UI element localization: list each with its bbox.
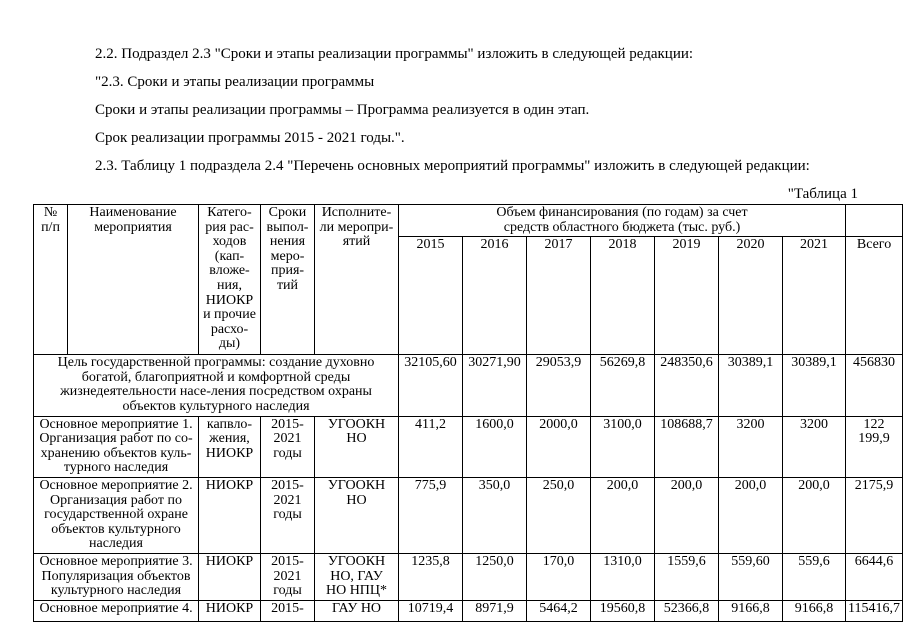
value-cell: 1559,6	[654, 552, 719, 601]
value-cell: 350,0	[462, 476, 527, 554]
header-row-top: № п/п Наименование мероприятия Катего- р…	[33, 203, 904, 356]
cell-category: капвло- жения, НИОКР	[198, 415, 261, 478]
goal-row: Цель государственной программы: создание…	[33, 354, 904, 417]
cell-measure-name: Основное мероприятие 4.	[33, 599, 199, 622]
value-cell: 170,0	[526, 552, 591, 601]
value-cell: 30271,90	[462, 354, 527, 417]
header-cell-category: Катего- рия рас- ходов (кап- вложе- ния,…	[198, 203, 261, 356]
value-cell: 1310,0	[590, 552, 655, 601]
value-cell: 108688,7	[654, 415, 719, 478]
value-cell: 250,0	[526, 476, 591, 554]
header-cell-name: Наименование мероприятия	[67, 203, 199, 356]
header-cell-finance-span: Объем финансирования (по годам) за счет …	[397, 203, 847, 238]
paragraph: Сроки и этапы реализации программы – Про…	[95, 102, 590, 118]
table-row: Основное мероприятие 4. НИОКР 2015- ГАУ …	[33, 599, 904, 622]
header-cell-num: № п/п	[33, 203, 68, 356]
value-cell: 200,0	[718, 476, 783, 554]
value-cell: 248350,6	[654, 354, 719, 417]
header-cell-total: Всего	[845, 236, 904, 356]
cell-category: НИОКР	[198, 552, 261, 601]
cell-terms: 2015- 2021 годы	[260, 552, 315, 601]
header-cell-terms: Сроки выпол- нения меро- прия- тий	[260, 203, 315, 356]
cell-category: НИОКР	[198, 476, 261, 554]
value-cell: 30389,1	[781, 354, 847, 417]
header-cell-year: 2020	[718, 236, 783, 356]
table-row: Основное мероприятие 1. Организация рабо…	[33, 415, 904, 478]
cell-terms: 2015- 2021 годы	[260, 415, 315, 478]
value-cell: 9166,8	[718, 599, 783, 622]
value-cell: 200,0	[781, 476, 847, 554]
cell-executors: УГООКН НО	[314, 415, 399, 478]
value-cell: 2000,0	[526, 415, 591, 478]
value-cell: 1250,0	[462, 552, 527, 601]
value-cell: 1235,8	[398, 552, 463, 601]
value-cell: 52366,8	[654, 599, 719, 622]
value-cell: 3100,0	[590, 415, 655, 478]
cell-category: НИОКР	[198, 599, 261, 622]
paragraph: "2.3. Сроки и этапы реализации программы	[95, 74, 375, 90]
cell-executors: УГООКН НО, ГАУ НО НПЦ*	[314, 552, 399, 601]
value-cell: 775,9	[398, 476, 463, 554]
value-cell: 29053,9	[526, 354, 591, 417]
header-cell-year: 2017	[526, 236, 591, 356]
cell-measure-name: Основное мероприятие 1. Организация рабо…	[33, 415, 199, 478]
value-cell: 115416,7	[845, 599, 904, 622]
value-cell: 3200	[718, 415, 783, 478]
value-cell: 30389,1	[718, 354, 783, 417]
paragraph: 2.3. Таблицу 1 подраздела 2.4 "Перечень …	[95, 158, 810, 174]
paragraph: 2.2. Подраздел 2.3 "Сроки и этапы реализ…	[95, 46, 694, 62]
value-cell: 200,0	[654, 476, 719, 554]
cell-measure-name: Основное мероприятие 3. Популяризация об…	[33, 552, 199, 601]
value-cell: 1600,0	[462, 415, 527, 478]
value-cell: 19560,8	[590, 599, 655, 622]
document-page: 2.2. Подраздел 2.3 "Сроки и этапы реализ…	[33, 46, 904, 622]
cell-terms: 2015-	[260, 599, 315, 622]
value-cell: 2175,9	[845, 476, 904, 554]
header-cell-year: 2016	[462, 236, 527, 356]
value-cell: 56269,8	[590, 354, 655, 417]
paragraph: Срок реализации программы 2015 - 2021 го…	[95, 130, 405, 146]
value-cell: 5464,2	[526, 599, 591, 622]
header-cell-year: 2019	[654, 236, 719, 356]
table-caption: "Таблица 1	[787, 186, 858, 202]
value-cell: 10719,4	[398, 599, 463, 622]
value-cell: 456830	[845, 354, 904, 417]
cell-executors: УГООКН НО	[314, 476, 399, 554]
table-row: Основное мероприятие 3. Популяризация об…	[33, 552, 904, 601]
header-cell-year: 2021	[781, 236, 847, 356]
header-cell-executors: Исполните- ли меропри- ятий	[314, 203, 399, 356]
value-cell: 200,0	[590, 476, 655, 554]
value-cell: 411,2	[398, 415, 463, 478]
value-cell: 6644,6	[845, 552, 904, 601]
header-row-years: 2015 2016 2017 2018 2019 2020 2021 Всего	[34, 236, 904, 356]
cell-measure-name: Основное мероприятие 2. Организация рабо…	[33, 476, 199, 554]
value-cell: 122 199,9	[845, 415, 904, 478]
value-cell: 8971,9	[462, 599, 527, 622]
value-cell: 559,6	[781, 552, 847, 601]
value-cell: 3200	[781, 415, 847, 478]
value-cell: 9166,8	[781, 599, 847, 622]
header-cell-empty	[845, 203, 904, 238]
header-cell-year: 2015	[398, 236, 463, 356]
value-cell: 32105,60	[398, 354, 463, 417]
header-cell-year: 2018	[590, 236, 655, 356]
cell-terms: 2015- 2021 годы	[260, 476, 315, 554]
value-cell: 559,60	[718, 552, 783, 601]
program-measures-table: № п/п Наименование мероприятия Катего- р…	[33, 203, 904, 622]
cell-executors: ГАУ НО	[314, 599, 399, 622]
table-row: Основное мероприятие 2. Организация рабо…	[33, 476, 904, 554]
goal-text-cell: Цель государственной программы: создание…	[33, 354, 399, 417]
